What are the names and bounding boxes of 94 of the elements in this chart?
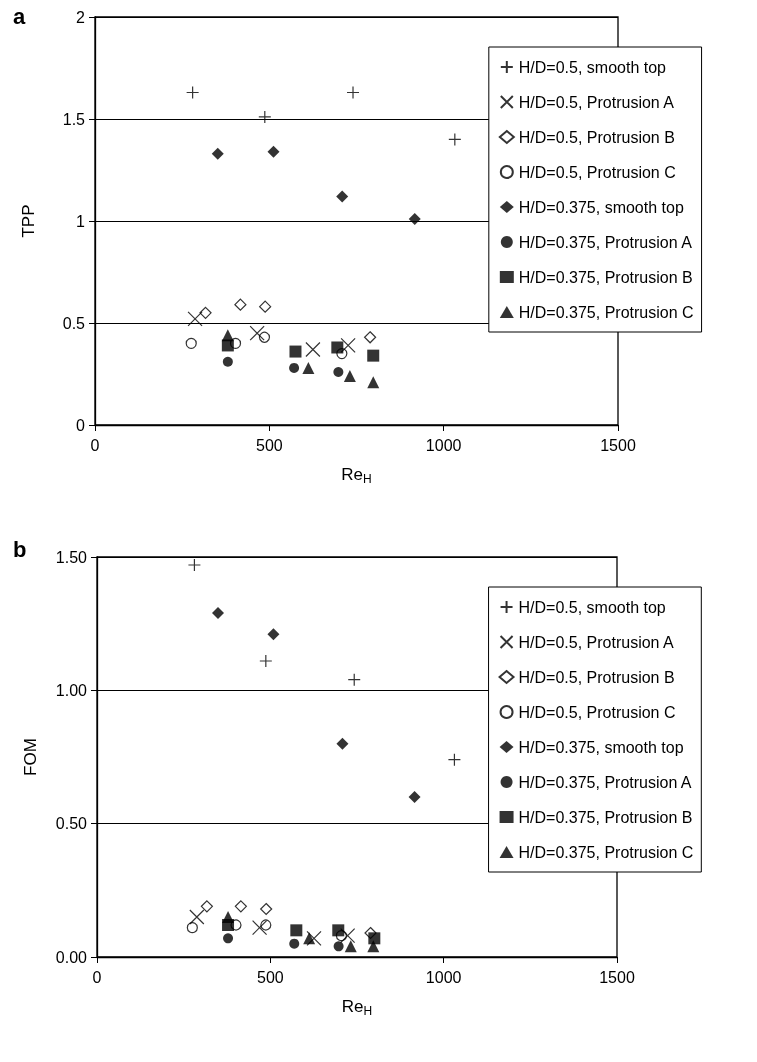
point [199,306,212,319]
chart-title: b [13,536,27,562]
y-tick-label: 1 [76,212,86,230]
point [249,325,265,341]
point [340,928,356,944]
point [222,356,233,367]
point [367,376,380,389]
point [344,940,357,953]
point [408,212,421,225]
point [267,628,280,641]
point [336,348,348,360]
x-tick-label: 500 [256,968,284,986]
y-axis-title: TPP [19,204,38,238]
y-tick-label: 1.5 [62,110,86,128]
x-tick-label: 1000 [425,968,462,986]
legend-label: H/D=0.5, Protrusion B [518,668,675,686]
point [187,558,202,572]
x-tick-label: 1500 [600,436,636,454]
point [367,940,380,953]
point [305,341,321,358]
point [302,361,315,374]
point [447,753,462,767]
point [258,331,271,343]
x-tick-label: 1500 [599,968,635,986]
legend-label: H/D=0.5, smooth top [518,58,667,76]
point [267,145,280,158]
legend-label: H/D=0.375, Protrusion B [518,808,693,826]
legend-label: H/D=0.375, Protrusion C [518,303,694,321]
point [368,932,381,945]
x-tick-label: 0 [90,436,100,454]
point [289,938,300,949]
point [346,85,360,100]
point [258,110,272,124]
point [223,933,234,944]
point [260,919,272,931]
point [303,932,316,945]
point [332,924,345,937]
legend-label: H/D=0.375, Protrusion C [518,843,694,861]
point [289,345,302,358]
point [290,924,303,937]
legend-label: H/D=0.375, smooth top [518,738,684,756]
y-tick-label: 2 [76,8,86,26]
point [259,300,272,313]
point [187,311,203,327]
x-tick-label: 0 [92,968,102,986]
legend-label: H/D=0.375, Protrusion A [518,233,693,251]
point [340,337,356,354]
point [448,132,462,146]
y-tick-label: 0.50 [55,815,88,833]
legend-label: H/D=0.375, Protrusion B [518,268,693,286]
point [234,298,247,311]
x-tick-label: 500 [255,436,283,454]
y-tick-label: 0.5 [62,314,86,332]
point [260,902,273,916]
point [200,900,213,913]
point [331,341,344,354]
point [234,900,247,913]
point [211,147,224,160]
point [259,654,273,668]
y-axis-title: FOM [21,738,40,776]
y-tick-label: 0.00 [55,948,88,966]
point [289,362,300,373]
legend-label: H/D=0.375, Protrusion A [518,773,692,791]
point [186,922,198,934]
legend-label: H/D=0.5, Protrusion A [518,93,675,111]
point [189,909,205,925]
point [347,673,361,687]
legend-label: H/D=0.5, Protrusion C [518,703,676,721]
point [222,911,235,923]
legend-label: H/D=0.5, Protrusion B [518,128,675,146]
point [251,920,268,936]
point [335,930,347,942]
point [221,329,234,342]
point [333,941,344,952]
point [336,737,349,750]
y-tick-label: 1.00 [55,681,88,699]
point [306,930,322,946]
point [333,366,344,377]
point [186,85,200,100]
point [343,370,356,383]
point [367,349,380,362]
point [185,337,197,349]
point [211,607,224,619]
point [408,791,421,803]
y-tick-label: 1.50 [55,548,88,566]
chart-title: a [13,3,26,29]
legend-label: H/D=0.5, Protrusion C [518,163,676,181]
x-tick-label: 1000 [425,436,462,454]
legend-label: H/D=0.5, Protrusion A [518,633,675,651]
point [336,190,349,203]
legend-label: H/D=0.5, smooth top [518,598,666,616]
point [364,331,377,344]
legend-label: H/D=0.375, smooth top [518,198,684,216]
y-tick-label: 0 [76,416,86,434]
